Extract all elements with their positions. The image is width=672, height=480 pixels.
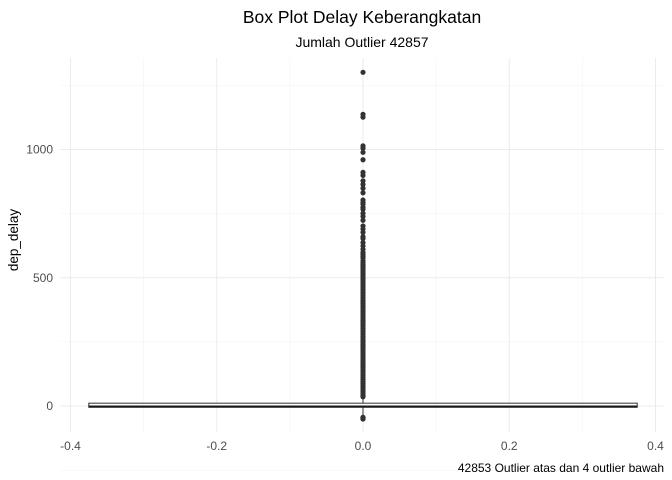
outlier-point [360, 217, 366, 223]
x-tick-label: 0.0 [355, 439, 372, 453]
outlier-point [360, 235, 366, 242]
chart-title: Box Plot Delay Keberangkatan [243, 7, 481, 27]
outlier-point [360, 185, 366, 191]
outlier-point [360, 190, 366, 196]
outlier-point [360, 229, 366, 235]
x-tick-label: 0.4 [647, 439, 664, 453]
y-tick-label: 500 [33, 271, 53, 285]
outlier-point [360, 172, 366, 179]
y-tick-label: 1000 [26, 143, 53, 157]
y-axis-ticks: 0 500 1000 [26, 143, 53, 414]
outlier-point [360, 181, 366, 187]
outlier-point [360, 416, 366, 422]
x-tick-label: 0.2 [501, 439, 518, 453]
outlier-point [360, 149, 366, 155]
outlier-point [360, 394, 366, 400]
chart-caption: 42853 Outlier atas dan 4 outlier bawah [458, 461, 664, 475]
x-axis-ticks: -0.4 -0.2 0.0 0.2 0.4 [60, 439, 664, 453]
y-axis-label: dep_delay [6, 209, 21, 272]
outlier-point [360, 178, 366, 184]
outlier-point [360, 157, 366, 163]
outlier-point [360, 145, 366, 151]
outlier-point [360, 69, 366, 75]
x-tick-label: -0.2 [206, 439, 227, 453]
y-tick-label: 0 [46, 399, 53, 413]
box-layer [88, 397, 638, 418]
outlier-point [360, 114, 366, 120]
x-tick-label: -0.4 [60, 439, 81, 453]
outlier-point [360, 206, 366, 212]
outlier-points [360, 69, 366, 422]
chart-subtitle: Jumlah Outlier 42857 [295, 34, 428, 50]
outlier-point [360, 213, 366, 220]
